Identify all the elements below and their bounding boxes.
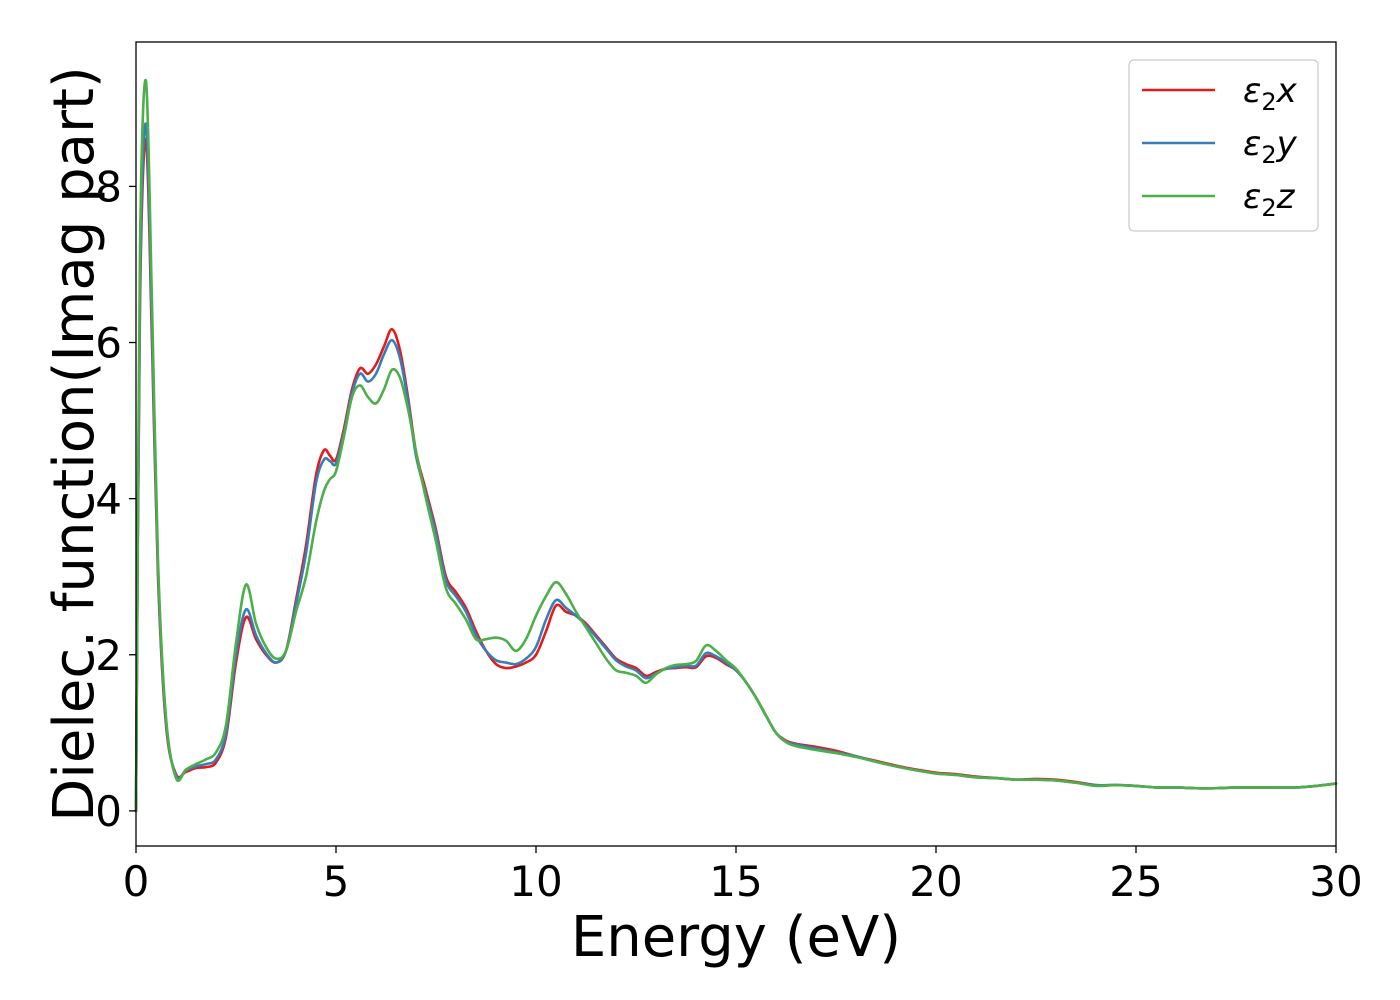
legend-axis-letter: z [1276, 177, 1296, 217]
legend-label-y: ε2y [1243, 124, 1298, 169]
legend-symbol: ε [1243, 124, 1261, 164]
legend-subscript: 2 [1261, 194, 1276, 222]
legend-axis-letter: x [1276, 71, 1298, 111]
y-axis-ticks: 0 2 4 6 8 [95, 162, 136, 836]
x-tick-label: 0 [123, 857, 150, 906]
x-tick-label: 20 [909, 857, 962, 906]
x-tick-label: 15 [709, 857, 762, 906]
series-line-z [134, 78, 1338, 813]
y-tick-label: 0 [95, 787, 122, 836]
x-axis-label: Energy (eV) [571, 905, 901, 970]
legend-label-z: ε2z [1243, 177, 1296, 222]
x-tick-label: 25 [1109, 857, 1162, 906]
legend-box [1128, 59, 1319, 232]
series-layer [134, 78, 1338, 813]
x-tick-label: 30 [1309, 857, 1362, 906]
y-tick-label: 8 [95, 162, 122, 211]
legend-symbol: ε [1243, 177, 1261, 217]
legend-subscript: 2 [1261, 141, 1276, 169]
x-tick-label: 5 [323, 857, 350, 906]
x-axis-ticks: 0 5 10 15 20 25 30 [123, 846, 1363, 906]
legend-axis-letter: y [1276, 124, 1298, 164]
y-tick-label: 4 [95, 475, 122, 524]
legend-symbol: ε [1243, 71, 1261, 111]
y-axis-label: Dielec. function(Imag part) [42, 66, 107, 822]
legend-subscript: 2 [1261, 88, 1276, 116]
y-tick-label: 2 [95, 631, 122, 680]
legend-label-x: ε2x [1243, 71, 1298, 116]
y-tick-label: 6 [95, 319, 122, 368]
x-tick-label: 10 [509, 857, 562, 906]
